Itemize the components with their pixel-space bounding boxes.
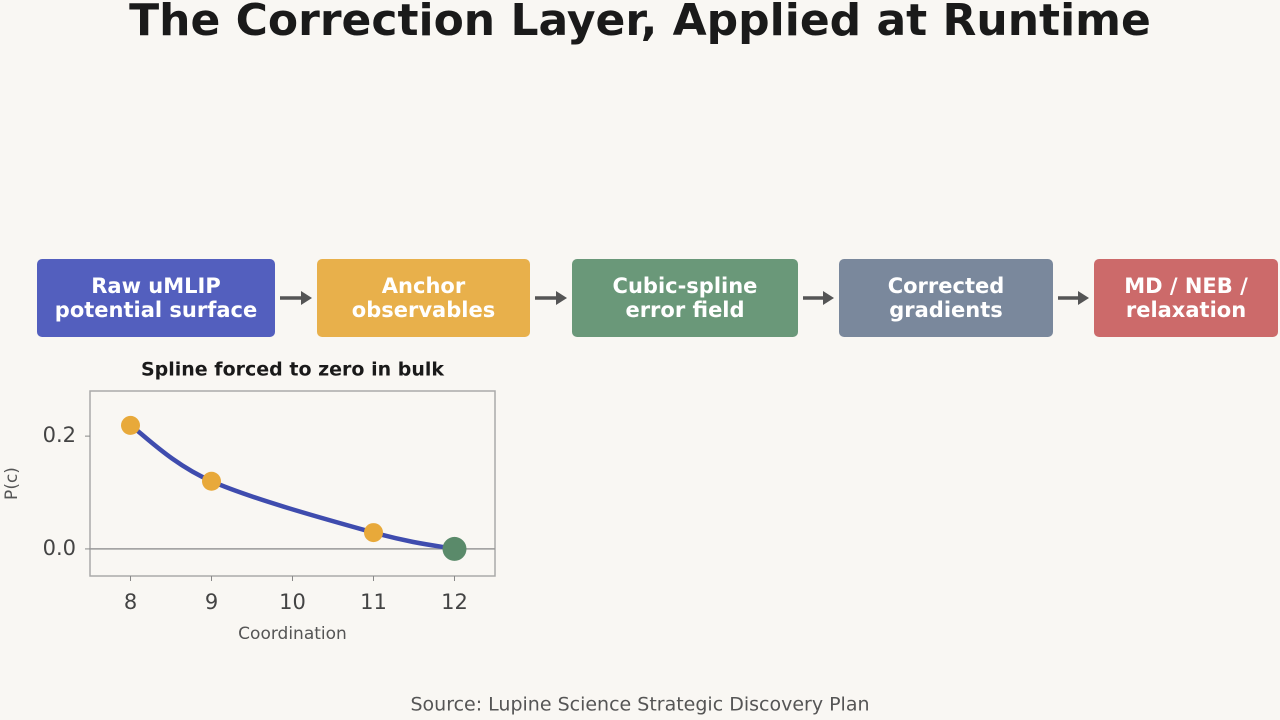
x-tick-label: 12 bbox=[441, 590, 468, 614]
arrow-head bbox=[1078, 291, 1089, 305]
anchor-point bbox=[442, 536, 467, 561]
y-axis-label: P(c) bbox=[2, 467, 22, 500]
inset-chart: Spline forced to zero in bulk 8 9 10 11 12 0.0… bbox=[2, 359, 496, 644]
flow-box bbox=[1094, 259, 1278, 337]
flow-label: Cubic-spline bbox=[613, 274, 758, 298]
x-tick-label: 8 bbox=[124, 590, 137, 614]
x-axis-label: Coordination bbox=[238, 624, 347, 644]
anchor-point bbox=[202, 471, 221, 491]
flow-label: Corrected bbox=[888, 274, 1005, 298]
x-tick-label: 9 bbox=[205, 590, 218, 614]
arrow-head bbox=[556, 291, 567, 305]
arrow-head bbox=[301, 291, 312, 305]
flow-box bbox=[317, 259, 530, 337]
x-tick-label: 11 bbox=[360, 590, 387, 614]
flow-label: Anchor bbox=[382, 274, 466, 298]
title: The Correction Layer, Applied at Runtime bbox=[129, 0, 1151, 46]
x-tick-label: 10 bbox=[279, 590, 306, 614]
flow-label: error field bbox=[625, 298, 744, 322]
flow-label: relaxation bbox=[1126, 298, 1246, 322]
flow-label: MD / NEB / bbox=[1124, 274, 1248, 298]
y-tick-label: 0.0 bbox=[43, 536, 76, 560]
anchor-point bbox=[121, 415, 140, 435]
flow-label: Raw uMLIP bbox=[91, 274, 221, 298]
flow-box bbox=[572, 259, 798, 337]
flow-label: potential surface bbox=[55, 298, 257, 322]
flow-box bbox=[37, 259, 275, 337]
chart-title: Spline forced to zero in bulk bbox=[141, 359, 444, 381]
flow-label: observables bbox=[352, 298, 495, 322]
flow-label: gradients bbox=[889, 298, 1003, 322]
source: Source: Lupine Science Strategic Discove… bbox=[410, 694, 869, 716]
flow-box bbox=[839, 259, 1053, 337]
anchor-point bbox=[364, 523, 383, 543]
y-tick-label: 0.2 bbox=[43, 423, 76, 447]
arrow-head bbox=[823, 291, 834, 305]
spline-curve bbox=[129, 423, 455, 552]
